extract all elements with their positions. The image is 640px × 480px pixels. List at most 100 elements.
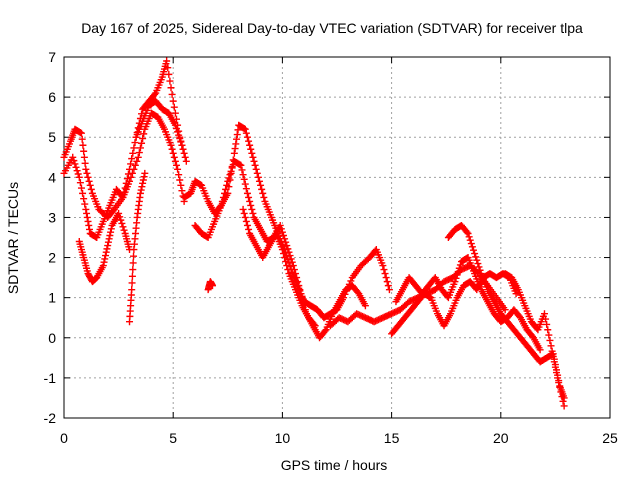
data-point	[243, 133, 251, 141]
data-point	[476, 266, 484, 274]
data-point	[255, 177, 263, 185]
data-point	[169, 149, 177, 157]
x-tick-label: 20	[493, 430, 509, 446]
data-point	[77, 184, 85, 192]
data-point	[163, 57, 171, 65]
data-point	[102, 248, 110, 256]
data-point	[100, 258, 108, 266]
data-point	[361, 302, 369, 310]
data-point	[225, 174, 233, 182]
data-point	[129, 259, 137, 267]
data-point	[473, 256, 481, 264]
series-7	[204, 278, 217, 294]
data-point	[167, 84, 175, 92]
data-point	[80, 153, 88, 161]
data-point	[245, 225, 253, 233]
data-point	[285, 248, 293, 256]
data-point	[83, 209, 91, 217]
data-point	[243, 189, 251, 197]
data-point	[135, 149, 143, 157]
data-point	[75, 173, 83, 181]
data-point	[126, 165, 134, 173]
data-point	[501, 306, 509, 314]
data-point	[249, 153, 257, 161]
data-point	[239, 205, 247, 213]
data-point	[221, 189, 229, 197]
data-point	[176, 176, 184, 184]
data-point	[71, 160, 79, 168]
data-point	[175, 171, 183, 179]
data-point	[548, 347, 556, 355]
data-point	[136, 144, 144, 152]
data-point	[465, 233, 473, 241]
data-point	[233, 131, 241, 139]
data-point	[246, 197, 254, 205]
data-point	[119, 193, 127, 201]
data-point	[556, 383, 564, 391]
data-point	[456, 261, 464, 269]
data-point	[119, 223, 127, 231]
data-point	[238, 166, 246, 174]
data-point	[116, 213, 124, 221]
data-point	[512, 290, 520, 298]
data-point	[247, 201, 255, 209]
data-point	[140, 173, 148, 181]
data-point	[536, 346, 544, 354]
data-point	[78, 135, 86, 143]
data-point	[224, 177, 232, 185]
data-point	[251, 161, 259, 169]
data-point	[233, 135, 241, 143]
data-point	[241, 180, 249, 188]
data-point	[248, 205, 256, 213]
data-point	[474, 260, 482, 268]
data-point	[128, 155, 136, 163]
data-point	[172, 161, 180, 169]
data-point	[295, 282, 303, 290]
data-point	[246, 141, 254, 149]
data-point	[547, 342, 555, 350]
data-point	[133, 157, 141, 165]
data-point	[550, 358, 558, 366]
data-point	[283, 242, 291, 250]
data-point	[176, 135, 184, 143]
y-tick-label: 6	[48, 89, 56, 105]
data-point	[151, 90, 159, 98]
data-point	[241, 213, 249, 221]
data-point	[455, 264, 463, 272]
data-point	[141, 169, 149, 177]
data-point	[242, 185, 250, 193]
data-point	[380, 266, 388, 274]
data-point	[230, 149, 238, 157]
data-point	[182, 157, 190, 165]
data-point	[164, 64, 172, 72]
data-point	[79, 141, 87, 149]
data-point	[177, 138, 185, 146]
x-axis-label: GPS time / hours	[281, 457, 388, 473]
data-point	[101, 255, 109, 263]
y-axis-label: SDTVAR / TECUs	[5, 182, 21, 294]
data-point	[240, 209, 248, 217]
data-point	[138, 183, 146, 191]
data-point	[123, 175, 131, 183]
data-point	[86, 181, 94, 189]
data-point	[239, 171, 247, 179]
data-point	[277, 225, 285, 233]
data-point	[464, 229, 472, 237]
data-point	[557, 388, 565, 396]
data-point	[252, 165, 260, 173]
data-point	[169, 97, 177, 105]
data-point	[558, 393, 566, 401]
data-point	[472, 253, 480, 261]
data-point	[540, 310, 548, 318]
data-point	[286, 252, 294, 260]
data-point	[84, 217, 92, 225]
data-point	[466, 236, 474, 244]
data-point	[546, 336, 554, 344]
data-point	[83, 213, 91, 221]
data-point	[80, 147, 88, 155]
data-point	[166, 77, 174, 85]
data-point	[87, 185, 95, 193]
data-point	[232, 140, 240, 148]
x-tick-label: 25	[602, 430, 618, 446]
